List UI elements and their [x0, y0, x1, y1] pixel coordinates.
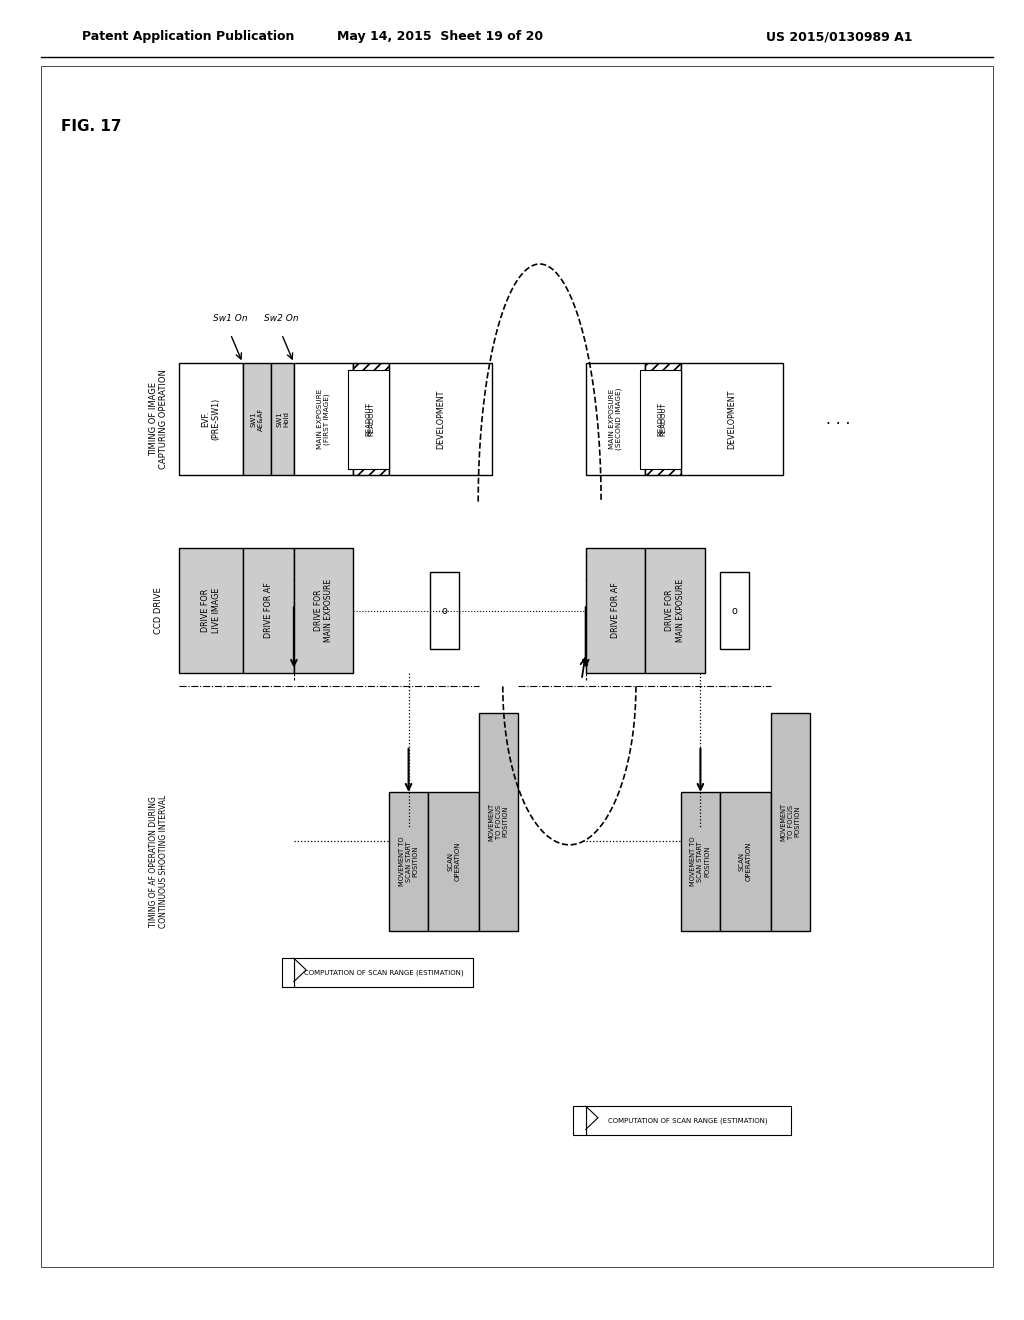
- Text: SCAN
OPERATION: SCAN OPERATION: [739, 842, 752, 880]
- Text: MOVEMENT
TO FOCUS
POSITION: MOVEMENT TO FOCUS POSITION: [780, 803, 801, 841]
- Bar: [353, 363, 389, 475]
- Text: o: o: [731, 606, 737, 615]
- Bar: [243, 363, 271, 475]
- Text: o: o: [441, 606, 447, 615]
- Bar: [243, 548, 294, 673]
- Bar: [430, 572, 459, 649]
- Bar: [586, 363, 645, 475]
- Bar: [348, 370, 389, 469]
- Bar: [294, 548, 353, 673]
- Text: DRIVE FOR
LIVE IMAGE: DRIVE FOR LIVE IMAGE: [202, 587, 220, 634]
- Bar: [720, 572, 749, 649]
- Text: READOUT: READOUT: [369, 403, 374, 436]
- Text: US 2015/0130989 A1: US 2015/0130989 A1: [766, 30, 913, 44]
- Text: DEVELOPMENT: DEVELOPMENT: [728, 389, 736, 449]
- Text: MOVEMENT TO
SCAN START
POSITION: MOVEMENT TO SCAN START POSITION: [690, 837, 711, 886]
- Text: TIMING OF AF OPERATION DURING
CONTINUOUS SHOOTING INTERVAL: TIMING OF AF OPERATION DURING CONTINUOUS…: [150, 795, 168, 928]
- Text: MOVEMENT
TO FOCUS
POSITION: MOVEMENT TO FOCUS POSITION: [488, 803, 509, 841]
- Text: READOUT: READOUT: [660, 403, 666, 436]
- Text: MAIN EXPOSURE
(SECOND IMAGE): MAIN EXPOSURE (SECOND IMAGE): [608, 388, 623, 450]
- Bar: [645, 363, 681, 475]
- Bar: [271, 363, 294, 475]
- Bar: [640, 370, 681, 469]
- Text: CCD DRIVE: CCD DRIVE: [155, 587, 163, 634]
- Text: Sw1 On: Sw1 On: [213, 314, 248, 323]
- Bar: [645, 548, 705, 673]
- Bar: [428, 792, 479, 931]
- Text: Patent Application Publication: Patent Application Publication: [82, 30, 294, 44]
- Text: Sw2 On: Sw2 On: [264, 314, 299, 323]
- Text: READOUT: READOUT: [657, 403, 664, 436]
- Text: DRIVE FOR
MAIN EXPOSURE: DRIVE FOR MAIN EXPOSURE: [666, 579, 684, 642]
- Text: SCAN
OPERATION: SCAN OPERATION: [447, 842, 460, 880]
- Text: TIMING OF IMAGE
CAPTURING OPERATION: TIMING OF IMAGE CAPTURING OPERATION: [150, 370, 168, 469]
- Bar: [645, 363, 681, 475]
- Bar: [389, 792, 428, 931]
- Text: FIG. 17: FIG. 17: [61, 119, 122, 133]
- Text: SW1
Hold: SW1 Hold: [276, 411, 289, 428]
- Bar: [353, 363, 389, 475]
- Text: EVF.
(PRE-SW1): EVF. (PRE-SW1): [202, 397, 220, 441]
- Polygon shape: [573, 1106, 586, 1135]
- Bar: [294, 363, 353, 475]
- Bar: [479, 713, 518, 931]
- Bar: [681, 792, 720, 931]
- Bar: [389, 363, 492, 475]
- Text: DEVELOPMENT: DEVELOPMENT: [436, 389, 444, 449]
- Text: DRIVE FOR AF: DRIVE FOR AF: [611, 582, 620, 639]
- Text: May 14, 2015  Sheet 19 of 20: May 14, 2015 Sheet 19 of 20: [337, 30, 544, 44]
- Text: SW1
AE&AF: SW1 AE&AF: [251, 408, 263, 430]
- Bar: [720, 792, 771, 931]
- Text: MAIN EXPOSURE
(FIRST IMAGE): MAIN EXPOSURE (FIRST IMAGE): [316, 389, 331, 449]
- Bar: [586, 548, 645, 673]
- Text: DRIVE FOR
MAIN EXPOSURE: DRIVE FOR MAIN EXPOSURE: [314, 579, 333, 642]
- Bar: [294, 958, 473, 987]
- Text: COMPUTATION OF SCAN RANGE (ESTIMATION): COMPUTATION OF SCAN RANGE (ESTIMATION): [608, 1118, 768, 1123]
- Text: READOUT: READOUT: [366, 403, 372, 436]
- Polygon shape: [282, 958, 294, 987]
- Bar: [179, 363, 243, 475]
- Bar: [681, 363, 783, 475]
- Bar: [179, 548, 243, 673]
- Bar: [771, 713, 810, 931]
- Text: DRIVE FOR AF: DRIVE FOR AF: [264, 582, 272, 639]
- Text: . . .: . . .: [826, 412, 851, 426]
- Text: MOVEMENT TO
SCAN START
POSITION: MOVEMENT TO SCAN START POSITION: [398, 837, 419, 886]
- Bar: [586, 1106, 791, 1135]
- Text: COMPUTATION OF SCAN RANGE (ESTIMATION): COMPUTATION OF SCAN RANGE (ESTIMATION): [304, 970, 463, 975]
